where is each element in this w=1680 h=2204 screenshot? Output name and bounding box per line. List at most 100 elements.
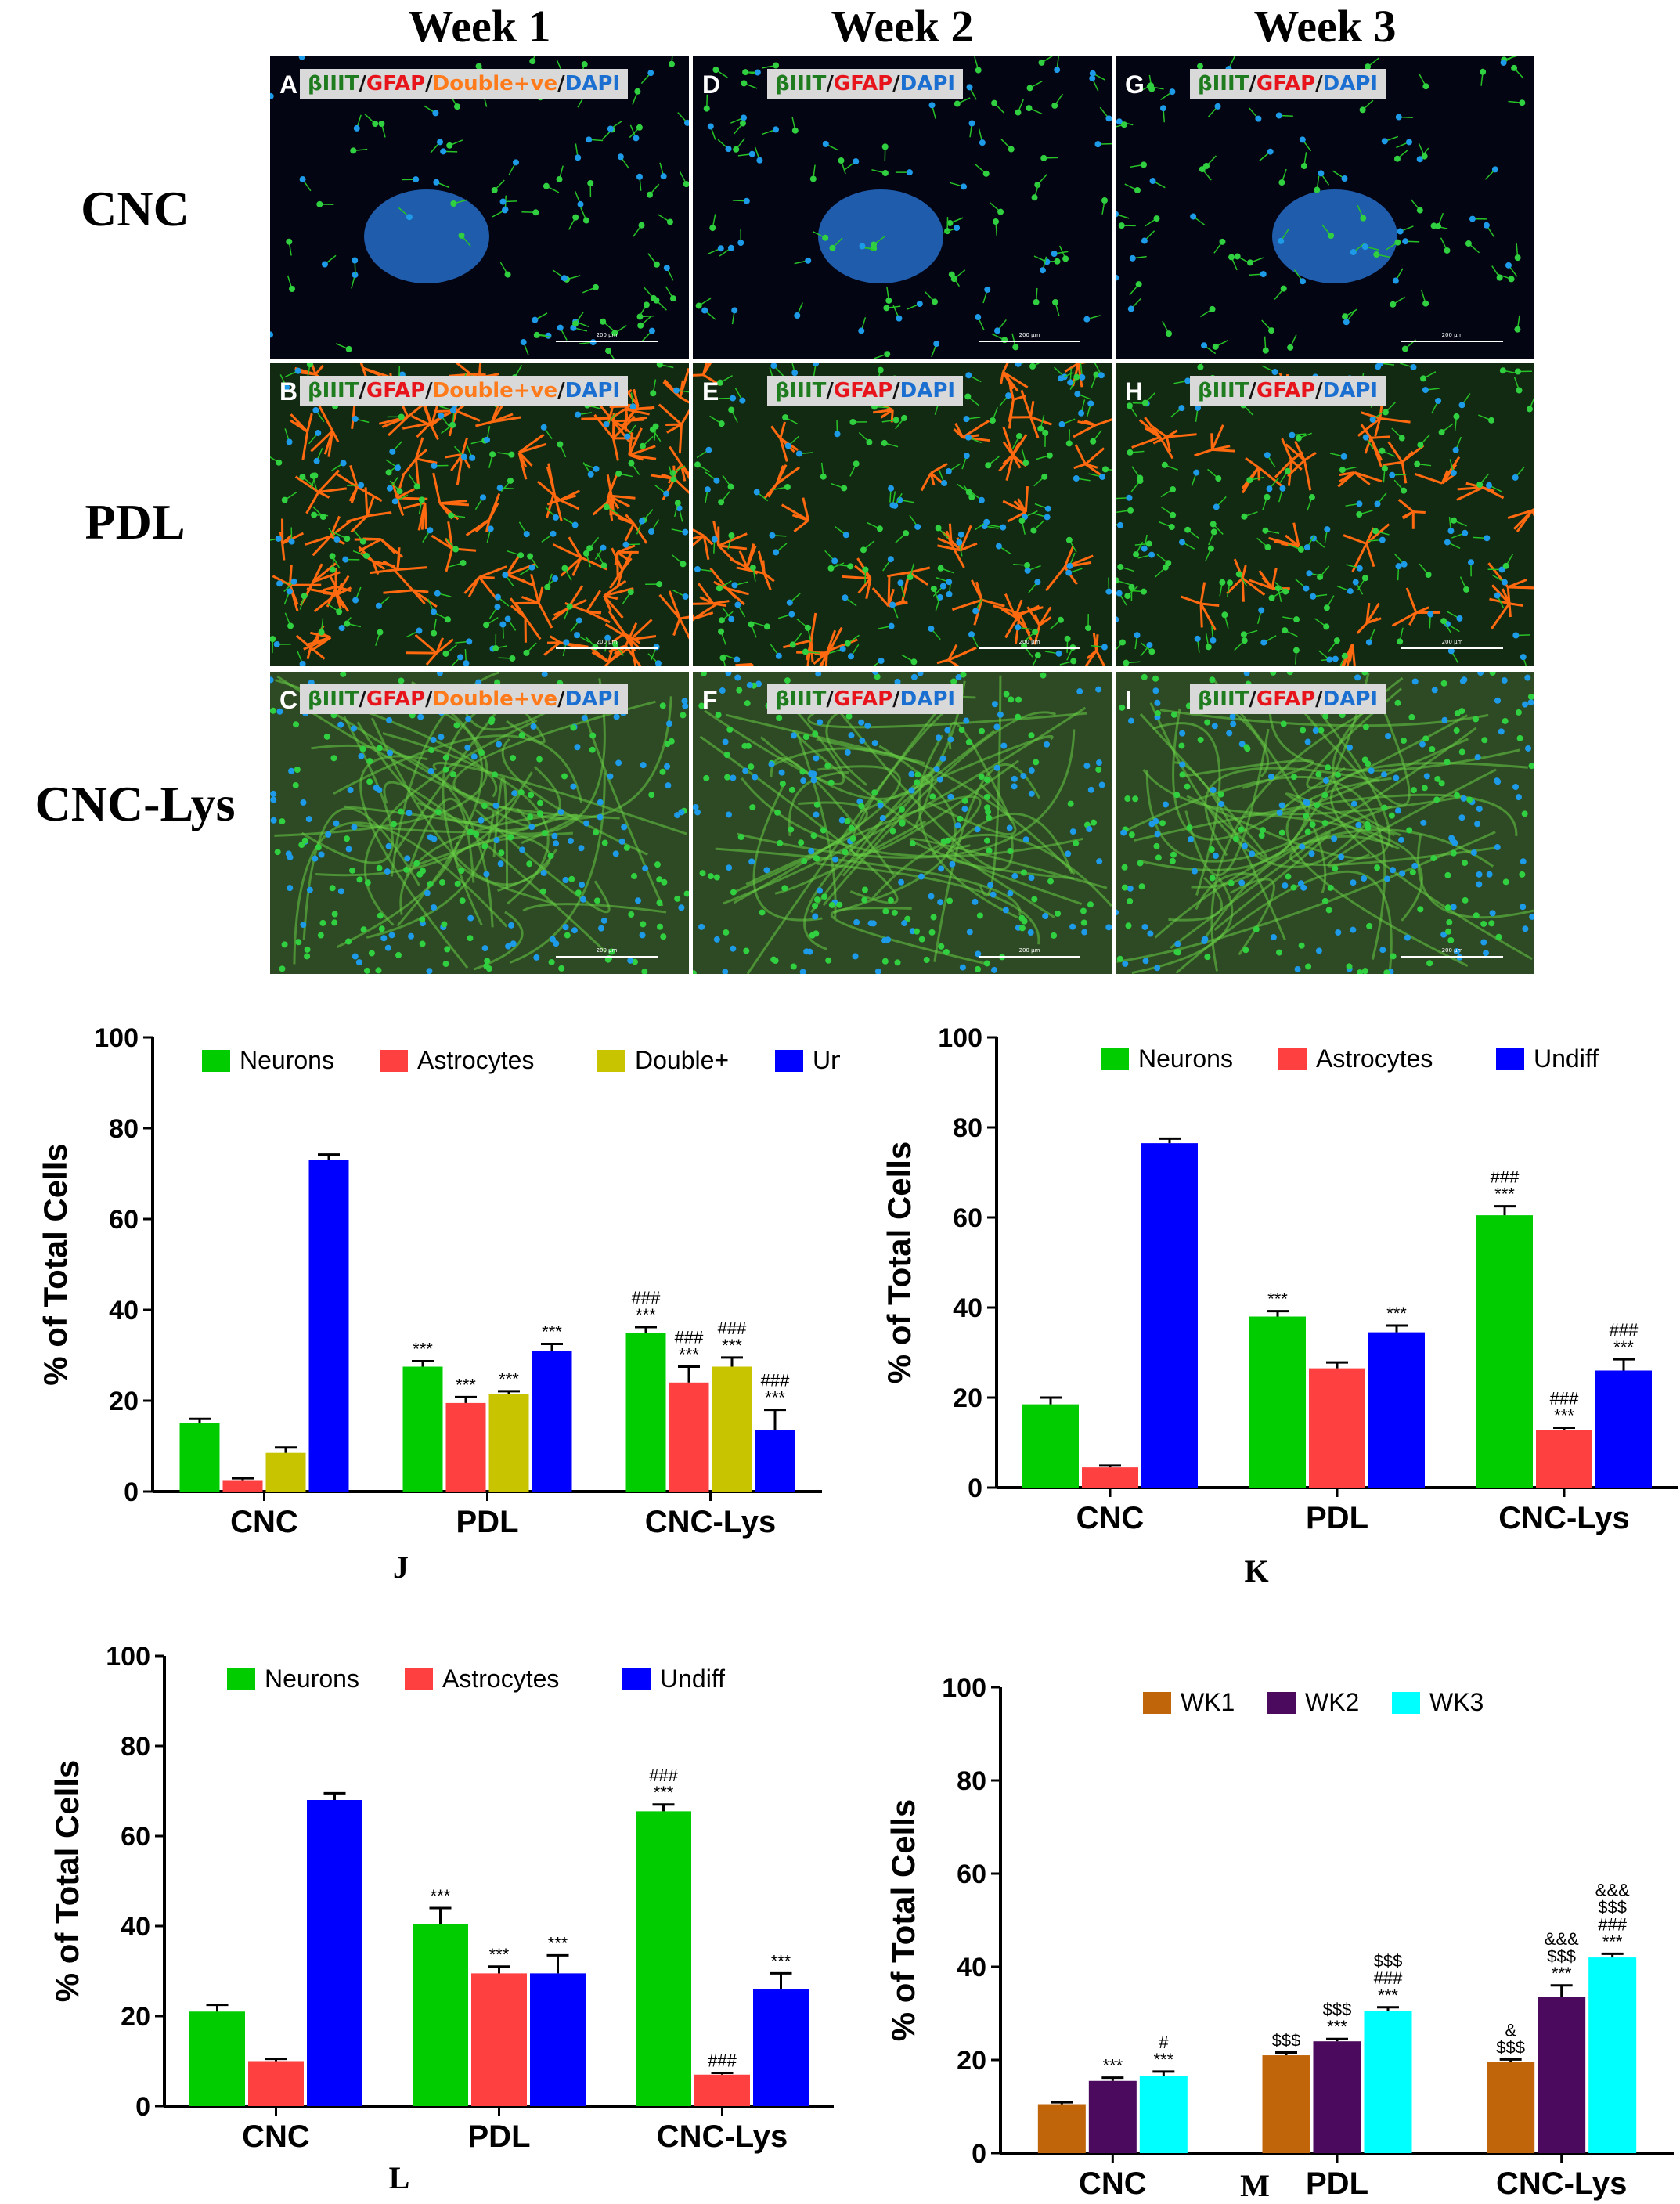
stain-label-double-ve: Double+ve [432, 687, 558, 711]
significance-label: ### [649, 1766, 678, 1785]
x-category-label: CNC [230, 1505, 298, 1539]
y-tick-label: 40 [953, 1293, 982, 1323]
stain-legend: βIIIT/GFAP/DAPI [1190, 376, 1386, 406]
significance-label: $$$ [1598, 1897, 1627, 1917]
stain-separator: / [359, 379, 366, 402]
chart-k: 0 20 40 60 80 100 % of Total Cells CNC PDL *** ***… [881, 1023, 1678, 1589]
x-category-label: PDL [468, 2119, 531, 2154]
bar-wk1 [1487, 2062, 1535, 2153]
stain-separator: / [826, 379, 834, 402]
bar-undiff [1368, 1332, 1425, 1488]
y-tick-label: 80 [957, 1766, 986, 1796]
significance-label: *** [722, 1336, 742, 1355]
stain-separator: / [557, 379, 565, 402]
stain-label-dapi: DAPI [1322, 379, 1379, 402]
panel-letter: C [279, 686, 298, 714]
micrograph-image: 200 µm [1116, 363, 1534, 666]
panel-letter: A [279, 70, 298, 99]
significance-label: # [1159, 2033, 1169, 2052]
significance-label: *** [1602, 1932, 1623, 1951]
stain-separator: / [359, 72, 366, 96]
stain-separator: / [557, 72, 565, 96]
stain-legend: βIIIT/GFAP/DAPI [767, 684, 964, 714]
stain-label-iiit: βIIIT [1198, 72, 1249, 96]
significance-label: ### [761, 1371, 790, 1391]
stain-legend: βIIIT/GFAP/DAPI [1190, 69, 1386, 99]
chart-body: 0 20 40 60 80 100 % of Total Cells CNC PDL *** ***… [49, 1642, 834, 2195]
bar-neurons [1249, 1316, 1306, 1488]
scale-bar-label: 200 µm [1019, 947, 1040, 954]
stain-legend: βIIIT/GFAP/DAPI [767, 69, 964, 99]
micrograph-image: 200 µm [693, 56, 1112, 359]
scale-bar-label: 200 µm [1442, 947, 1463, 954]
stain-label-gfap: GFAP [1256, 72, 1316, 96]
bar-neurons [179, 1423, 220, 1492]
significance-label: &&& [1595, 1880, 1630, 1899]
micrograph-image: 200 µm [270, 363, 689, 666]
bar-wk1 [1262, 2055, 1310, 2153]
bar-neurons [625, 1333, 666, 1492]
stain-label-gfap: GFAP [833, 72, 893, 96]
bar-neurons [189, 2011, 245, 2106]
y-tick-label: 0 [968, 1474, 982, 1503]
x-category-label: CNC [242, 2119, 310, 2154]
stain-label-gfap: GFAP [366, 379, 426, 402]
significance-label: *** [765, 1388, 785, 1408]
bar-astrocytes [1082, 1467, 1138, 1488]
bar-undiff [308, 1160, 349, 1492]
significance-label: $$$ [1496, 2037, 1525, 2057]
significance-label: *** [1554, 1406, 1574, 1426]
bar-undiff [753, 1989, 809, 2106]
bar-astrocytes [445, 1402, 486, 1492]
chart-l: 0 20 40 60 80 100 % of Total Cells CNC PDL *** ***… [49, 1642, 834, 2195]
stain-separator: / [557, 687, 565, 711]
significance-label: *** [542, 1322, 562, 1342]
panel-letter: D [702, 70, 721, 99]
significance-label: ### [1610, 1320, 1639, 1340]
significance-label: *** [1102, 2056, 1123, 2076]
stain-label-gfap: GFAP [1256, 687, 1316, 711]
chart-j: 0 20 40 60 80 100 % of Total Cells CNC PDL *** ***… [37, 1023, 840, 1585]
stain-label-iiit: βIIIT [308, 379, 359, 402]
chart-panel-label: L [389, 2160, 410, 2195]
stain-separator: / [892, 687, 900, 711]
y-tick-label: 80 [109, 1114, 139, 1144]
stain-legend: βIIIT/GFAP/Double+ve/DAPI [300, 684, 629, 714]
bar-double [488, 1394, 529, 1492]
legend-label-wk1: WK1 [1181, 1688, 1235, 1716]
legend-label-wk3: WK3 [1429, 1688, 1484, 1716]
significance-label: *** [1613, 1337, 1634, 1357]
micrograph-image: 200 µm [1116, 672, 1534, 974]
significance-label: *** [679, 1345, 699, 1365]
legend-swatch-undiff [622, 1668, 651, 1690]
y-tick-label: 0 [135, 2092, 150, 2122]
significance-label: *** [489, 1945, 510, 1964]
y-axis-label: % of Total Cells [37, 1143, 74, 1386]
bar-undiff [307, 1800, 362, 2106]
bar-neurons [402, 1366, 443, 1492]
bar-double [265, 1452, 306, 1492]
legend-label-astrocytes: Astrocytes [417, 1046, 534, 1074]
legend-swatch-neurons [1101, 1048, 1129, 1070]
legend-label-neurons: Neurons [265, 1665, 359, 1693]
panel-letter: B [279, 377, 298, 406]
x-category-label: PDL [456, 1505, 519, 1539]
y-axis-label: % of Total Cells [49, 1760, 85, 2003]
stain-separator: / [826, 687, 834, 711]
bar-astrocytes [1536, 1430, 1592, 1488]
bar-astrocytes [669, 1382, 709, 1492]
significance-label: ### [1550, 1389, 1579, 1409]
stain-label-iiit: βIIIT [1198, 687, 1249, 711]
bar-neurons [413, 1924, 468, 2106]
significance-label: &&& [1545, 1929, 1579, 1949]
scale-bar-label: 200 µm [597, 332, 618, 338]
significance-label: *** [771, 1951, 791, 1971]
bar-undiff [755, 1430, 795, 1492]
significance-label: $$$ [1323, 2000, 1352, 2019]
micrograph-image: 200 µm [693, 363, 1112, 666]
